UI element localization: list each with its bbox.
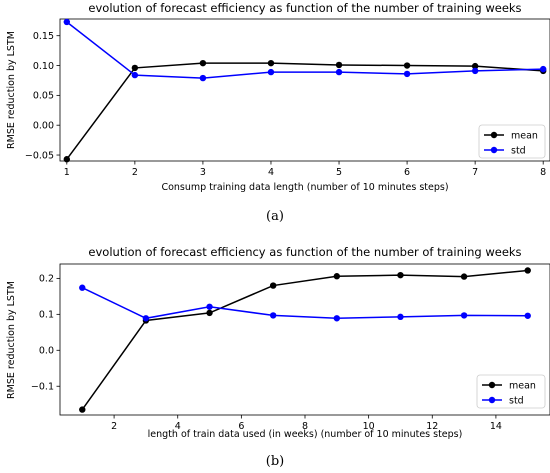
- x-tick-label: 4: [268, 167, 274, 178]
- data-point-mean: [199, 59, 207, 67]
- data-point-mean: [335, 61, 343, 69]
- y-tick-label: 0.10: [33, 61, 54, 72]
- data-point-mean: [471, 62, 479, 70]
- data-point-std: [79, 284, 86, 291]
- chart-b-caption: (b): [266, 454, 284, 469]
- data-point-mean: [333, 273, 341, 280]
- data-point-mean: [460, 273, 468, 280]
- data-point-mean: [206, 309, 213, 317]
- chart-b-frame: [59, 263, 550, 416]
- series-line-mean: [66, 62, 544, 160]
- data-point-std: [471, 67, 479, 75]
- x-tick-label: 4: [175, 421, 181, 432]
- x-tick-label: 1: [64, 167, 70, 178]
- chart-b-xlabel: length of train data used (in weeks) (nu…: [148, 429, 463, 440]
- data-point-std: [267, 68, 275, 76]
- chart-a-frame: [59, 18, 550, 162]
- y-tick-label: 0.00: [33, 121, 54, 132]
- chart-a: evolution of forecast efficiency as func…: [6, 1, 550, 224]
- y-tick-label: 0.15: [33, 31, 54, 42]
- chart-b-legend-std-label: std: [509, 396, 524, 407]
- chart-b-ylabel: RMSE reduction by LSTM: [6, 281, 17, 399]
- data-point-std: [539, 65, 547, 73]
- x-tick-label: 14: [490, 421, 502, 432]
- data-point-std: [63, 18, 71, 26]
- x-tick-label: 12: [426, 421, 438, 432]
- series-line-mean: [81, 269, 528, 411]
- data-point-std: [142, 315, 150, 322]
- data-point-mean: [269, 282, 277, 289]
- x-tick-label: 2: [132, 167, 138, 178]
- data-point-mean: [397, 271, 404, 279]
- y-tick-label: 0.2: [39, 274, 54, 285]
- chart-b-legend-mean-marker: [488, 381, 496, 389]
- series-line-std: [81, 287, 528, 320]
- data-point-std: [524, 312, 531, 319]
- data-point-mean: [79, 406, 86, 413]
- y-tick-label: 0.05: [33, 91, 54, 102]
- chart-b: evolution of forecast efficiency as func…: [6, 245, 550, 469]
- x-tick-label: 3: [200, 167, 206, 178]
- chart-b-legend-mean-label: mean: [509, 381, 536, 392]
- data-point-mean: [131, 64, 139, 72]
- series-line-std: [66, 21, 544, 79]
- chart-a-legend-mean-label: mean: [511, 131, 538, 142]
- x-tick-label: 7: [472, 167, 478, 178]
- x-tick-label: 10: [363, 421, 375, 432]
- data-point-mean: [524, 267, 531, 274]
- data-point-std: [333, 315, 341, 322]
- y-tick-label: −0.05: [25, 150, 54, 161]
- data-point-std: [269, 312, 277, 319]
- y-tick-label: 0.1: [39, 310, 54, 321]
- data-point-mean: [267, 59, 275, 67]
- chart-a-ylabel: RMSE reduction by LSTM: [6, 31, 17, 149]
- chart-a-legend-std-marker: [490, 146, 498, 154]
- x-tick-label: 2: [111, 421, 117, 432]
- chart-b-title: evolution of forecast efficiency as func…: [88, 245, 521, 259]
- x-tick-label: 5: [336, 167, 342, 178]
- chart-a-legend-std-label: std: [511, 146, 526, 157]
- chart-a-caption: (a): [266, 209, 284, 224]
- x-tick-label: 8: [302, 421, 308, 432]
- data-point-std: [403, 70, 411, 78]
- data-point-mean: [63, 156, 71, 163]
- data-point-std: [131, 71, 139, 79]
- chart-a-legend-mean-marker: [490, 131, 498, 139]
- x-tick-label: 6: [404, 167, 410, 178]
- chart-a-legend: mean std: [478, 124, 546, 159]
- data-point-std: [460, 312, 468, 319]
- chart-b-legend: mean std: [476, 374, 546, 409]
- data-point-std: [397, 313, 404, 321]
- data-point-std: [206, 303, 213, 310]
- x-tick-label: 6: [238, 421, 244, 432]
- chart-b-legend-std-marker: [488, 396, 496, 404]
- chart-a-xlabel: Consump training data length (number of …: [161, 182, 448, 193]
- y-tick-label: −0.1: [31, 382, 54, 393]
- data-point-std: [335, 68, 343, 76]
- chart-a-title: evolution of forecast efficiency as func…: [88, 1, 521, 15]
- x-tick-label: 8: [540, 167, 546, 178]
- data-point-mean: [403, 62, 411, 69]
- data-point-std: [199, 74, 207, 82]
- y-tick-label: 0.0: [39, 346, 54, 357]
